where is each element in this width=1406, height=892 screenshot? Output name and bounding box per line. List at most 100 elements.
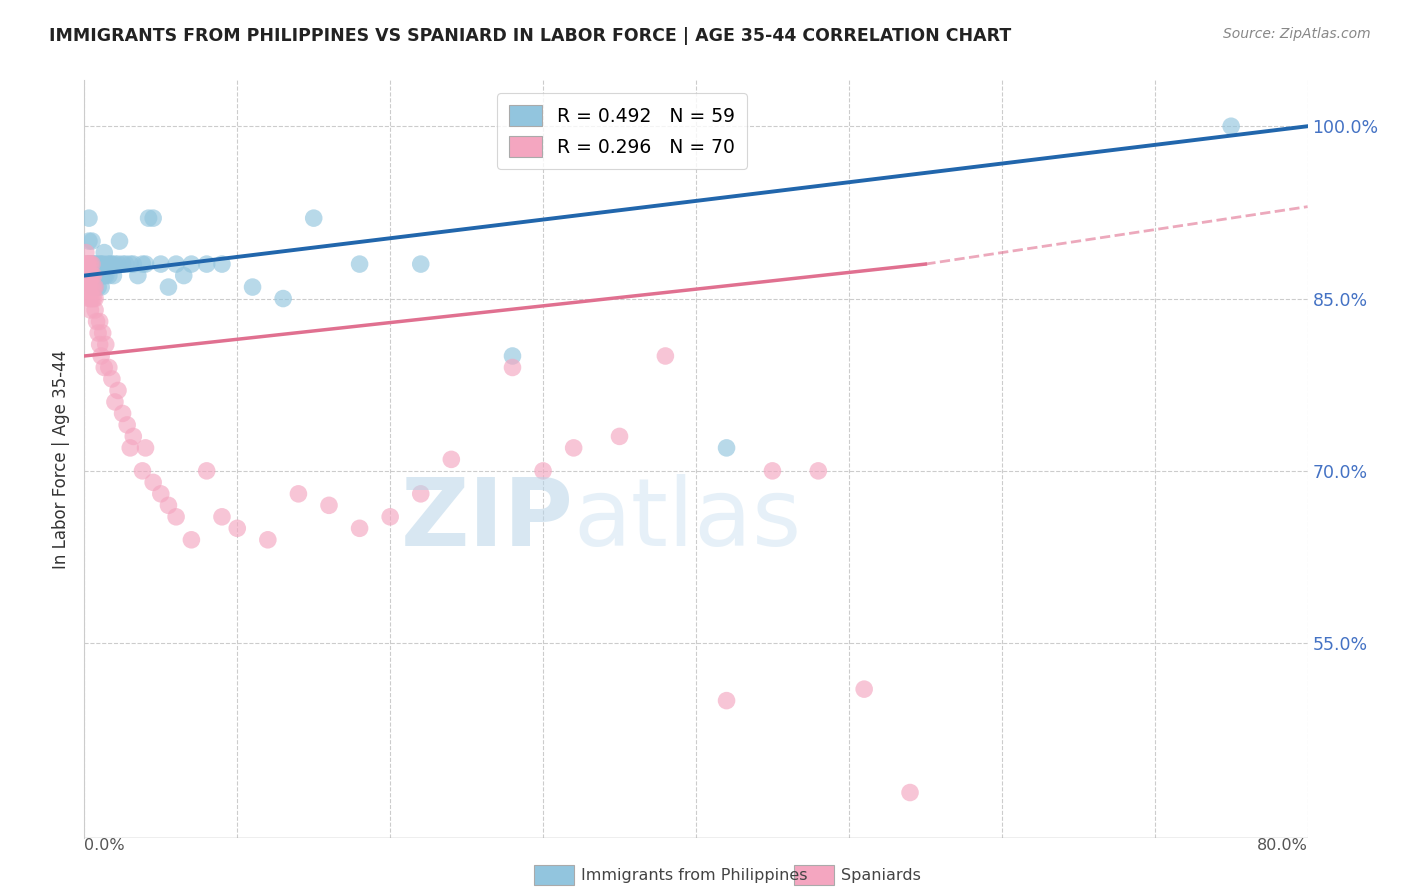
Point xyxy=(502,360,524,375)
Point xyxy=(562,441,585,455)
Point xyxy=(89,314,111,328)
Point xyxy=(93,360,115,375)
Point xyxy=(716,693,738,707)
Point xyxy=(242,280,264,294)
Point xyxy=(107,257,129,271)
Point xyxy=(101,257,124,271)
Point xyxy=(80,257,103,271)
Point xyxy=(84,280,107,294)
Point xyxy=(86,268,108,283)
Point xyxy=(77,292,100,306)
Point xyxy=(94,337,117,351)
Point xyxy=(165,509,187,524)
Point xyxy=(195,257,218,271)
Point xyxy=(108,234,131,248)
Point xyxy=(135,441,157,455)
Point xyxy=(111,406,134,420)
Point xyxy=(83,280,105,294)
Point xyxy=(80,268,103,283)
Point xyxy=(302,211,325,226)
Point xyxy=(127,268,149,283)
Point xyxy=(83,268,105,283)
Point xyxy=(76,257,98,271)
Point xyxy=(96,257,118,271)
Point xyxy=(257,533,280,547)
Point xyxy=(609,429,631,443)
Point xyxy=(114,257,136,271)
Point xyxy=(98,257,121,271)
Point xyxy=(211,509,233,524)
Point xyxy=(89,257,111,271)
Point xyxy=(349,521,371,535)
Point xyxy=(80,234,103,248)
Point xyxy=(77,280,100,294)
Point xyxy=(131,464,153,478)
Point xyxy=(79,257,101,271)
Point xyxy=(165,257,187,271)
Point xyxy=(107,384,129,398)
Point xyxy=(79,268,101,283)
Point xyxy=(115,417,138,432)
Point xyxy=(86,314,108,328)
Point xyxy=(180,257,202,271)
Point xyxy=(80,280,103,294)
Point xyxy=(149,257,172,271)
Text: Immigrants from Philippines: Immigrants from Philippines xyxy=(581,868,807,882)
Point xyxy=(142,211,165,226)
Point xyxy=(502,349,524,363)
Point xyxy=(77,211,100,226)
Point xyxy=(83,257,105,271)
Point xyxy=(75,257,97,271)
Point xyxy=(79,257,101,271)
Point xyxy=(91,257,114,271)
Point xyxy=(101,372,124,386)
Point xyxy=(77,268,100,283)
Point xyxy=(93,268,115,283)
Point xyxy=(77,234,100,248)
Point xyxy=(75,268,97,283)
Point xyxy=(761,464,783,478)
Legend: R = 0.492   N = 59, R = 0.296   N = 70: R = 0.492 N = 59, R = 0.296 N = 70 xyxy=(498,94,747,169)
Point xyxy=(84,292,107,306)
Point xyxy=(104,395,127,409)
Point xyxy=(103,268,125,283)
Y-axis label: In Labor Force | Age 35-44: In Labor Force | Age 35-44 xyxy=(52,350,70,569)
Point xyxy=(79,280,101,294)
Point xyxy=(157,280,180,294)
Point xyxy=(226,521,249,535)
Point xyxy=(76,257,98,271)
Point xyxy=(409,487,432,501)
Text: Source: ZipAtlas.com: Source: ZipAtlas.com xyxy=(1223,27,1371,41)
Point xyxy=(440,452,463,467)
Point xyxy=(90,280,112,294)
Point xyxy=(76,268,98,283)
Point xyxy=(157,499,180,513)
Point xyxy=(80,257,103,271)
Point xyxy=(89,337,111,351)
Point xyxy=(142,475,165,490)
Text: ZIP: ZIP xyxy=(401,474,574,566)
Point xyxy=(195,464,218,478)
Point xyxy=(122,257,145,271)
Point xyxy=(318,499,340,513)
Point xyxy=(271,292,294,306)
Point xyxy=(75,245,97,260)
Point xyxy=(91,326,114,340)
Point xyxy=(807,464,830,478)
Point xyxy=(83,292,105,306)
Point xyxy=(122,429,145,443)
Point xyxy=(97,360,120,375)
Point xyxy=(83,268,105,283)
Point xyxy=(76,268,98,283)
Point xyxy=(90,257,112,271)
Text: Spaniards: Spaniards xyxy=(841,868,921,882)
Point xyxy=(90,349,112,363)
Point xyxy=(79,303,101,318)
Point xyxy=(104,257,127,271)
Point xyxy=(654,349,676,363)
Point xyxy=(380,509,402,524)
Point xyxy=(853,682,876,697)
Point xyxy=(716,441,738,455)
Point xyxy=(349,257,371,271)
Point xyxy=(80,268,103,283)
